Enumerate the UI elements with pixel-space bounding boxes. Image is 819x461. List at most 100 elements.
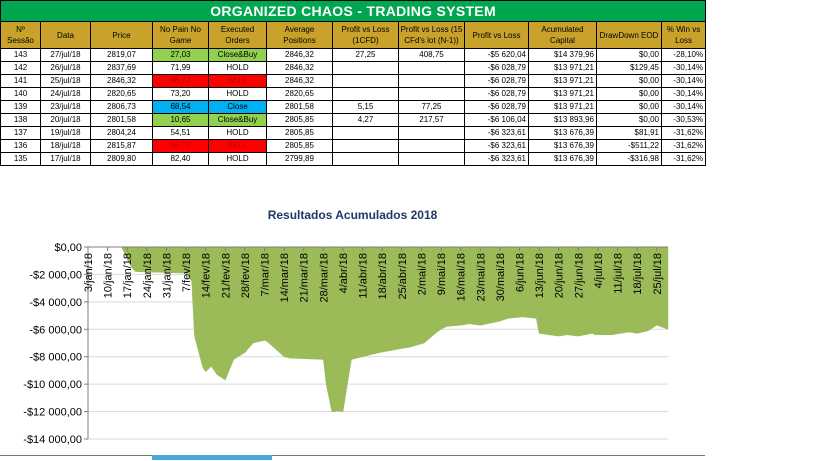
header-cell[interactable]: Executed Orders — [208, 21, 267, 49]
cell-pl15[interactable] — [398, 74, 465, 88]
cell-a[interactable]: 2801,58 — [266, 100, 333, 114]
cell-a[interactable]: 2805,85 — [266, 139, 333, 153]
cell-o[interactable]: HOLD — [208, 152, 267, 166]
header-cell[interactable]: No Pain No Game — [152, 21, 209, 49]
header-cell[interactable]: Profit vs Loss — [464, 21, 529, 49]
cell-n[interactable]: 96,77 — [152, 74, 209, 88]
cell-pl15[interactable]: 217,57 — [398, 113, 465, 127]
cell-w[interactable]: -31,62% — [660, 126, 707, 140]
cell-d[interactable]: 26/jul/18 — [40, 61, 91, 75]
cell-pl1[interactable] — [332, 152, 399, 166]
cell-p[interactable]: 2837,69 — [90, 61, 153, 75]
cell-s[interactable]: 138 — [0, 113, 41, 127]
cell-o[interactable]: Close&Buy — [208, 113, 267, 127]
cell-o[interactable]: Close&Buy — [208, 48, 267, 62]
cell-o[interactable]: HOLD — [208, 87, 267, 101]
cell-dd[interactable]: -$316,98 — [596, 152, 662, 166]
cell-o[interactable]: SELL — [208, 74, 267, 88]
cell-w[interactable]: -30,14% — [660, 100, 707, 114]
header-cell[interactable]: Data — [40, 21, 91, 49]
cell-pl15[interactable]: 408,75 — [398, 48, 465, 62]
cell-cap[interactable]: $13 676,39 — [528, 126, 597, 140]
cell-d[interactable]: 18/jul/18 — [40, 139, 91, 153]
cell-w[interactable]: -30,14% — [660, 87, 707, 101]
cell-a[interactable]: 2805,85 — [266, 113, 333, 127]
cell-pl[interactable]: -$6 323,61 — [464, 126, 529, 140]
cell-n[interactable]: 27,03 — [152, 48, 209, 62]
cell-d[interactable]: 17/jul/18 — [40, 152, 91, 166]
cell-pl[interactable]: -$6 323,61 — [464, 152, 529, 166]
cell-dd[interactable]: $0,00 — [596, 100, 662, 114]
cell-d[interactable]: 27/jul/18 — [40, 48, 91, 62]
cell-n[interactable]: 96,77 — [152, 139, 209, 153]
header-cell[interactable]: Profit vs Loss (1CFD) — [332, 21, 399, 49]
cell-o[interactable]: HOLD — [208, 61, 267, 75]
cell-s[interactable]: 136 — [0, 139, 41, 153]
header-cell[interactable]: Profit vs Loss (15 CFd's lot (N-1)) — [398, 21, 465, 49]
cell-d[interactable]: 24/jul/18 — [40, 87, 91, 101]
cell-cap[interactable]: $13 971,21 — [528, 100, 597, 114]
cell-dd[interactable]: $0,00 — [596, 74, 662, 88]
header-cell[interactable]: % Win vs Loss — [660, 21, 707, 49]
cell-pl15[interactable] — [398, 87, 465, 101]
cell-w[interactable]: -28,10% — [660, 48, 707, 62]
cell-dd[interactable]: $0,00 — [596, 87, 662, 101]
header-cell[interactable]: Acumulated Capital — [528, 21, 597, 49]
cell-pl[interactable]: -$6 028,79 — [464, 61, 529, 75]
cell-pl1[interactable] — [332, 74, 399, 88]
cell-pl[interactable]: -$6 323,61 — [464, 139, 529, 153]
cell-s[interactable]: 143 — [0, 48, 41, 62]
cell-p[interactable]: 2815,87 — [90, 139, 153, 153]
cell-pl[interactable]: -$6 028,79 — [464, 74, 529, 88]
cell-s[interactable]: 135 — [0, 152, 41, 166]
cell-s[interactable]: 142 — [0, 61, 41, 75]
cell-a[interactable]: 2799,89 — [266, 152, 333, 166]
cell-s[interactable]: 140 — [0, 87, 41, 101]
cell-w[interactable]: -30,53% — [660, 113, 707, 127]
cell-pl1[interactable]: 27,25 — [332, 48, 399, 62]
cell-n[interactable]: 73,20 — [152, 87, 209, 101]
cell-pl[interactable]: -$5 620,04 — [464, 48, 529, 62]
cell-dd[interactable]: $129,45 — [596, 61, 662, 75]
cell-s[interactable]: 137 — [0, 126, 41, 140]
cell-o[interactable]: SELL — [208, 139, 267, 153]
cell-pl[interactable]: -$6 028,79 — [464, 87, 529, 101]
sheet-title[interactable]: ORGANIZED CHAOS - TRADING SYSTEM — [0, 0, 707, 22]
cell-o[interactable]: Close — [208, 100, 267, 114]
cell-w[interactable]: -30,14% — [660, 61, 707, 75]
chart-area[interactable]: $0,00 -$2 000,00 -$4 000,00 -$6 000,00 -$8 0… — [0, 190, 705, 460]
cell-p[interactable]: 2819,07 — [90, 48, 153, 62]
cell-w[interactable]: -31,62% — [660, 152, 707, 166]
cell-pl15[interactable] — [398, 126, 465, 140]
cell-pl1[interactable] — [332, 87, 399, 101]
cell-p[interactable]: 2801,58 — [90, 113, 153, 127]
cell-pl1[interactable] — [332, 61, 399, 75]
cell-n[interactable]: 68,54 — [152, 100, 209, 114]
cell-cap[interactable]: $13 676,39 — [528, 152, 597, 166]
cell-w[interactable]: -31,62% — [660, 139, 707, 153]
cell-dd[interactable]: $0,00 — [596, 113, 662, 127]
cell-p[interactable]: 2806,73 — [90, 100, 153, 114]
cell-dd[interactable]: -$511,22 — [596, 139, 662, 153]
cell-w[interactable]: -30,14% — [660, 74, 707, 88]
cell-s[interactable]: 141 — [0, 74, 41, 88]
cell-pl1[interactable] — [332, 139, 399, 153]
cell-pl1[interactable] — [332, 126, 399, 140]
cell-pl15[interactable]: 77,25 — [398, 100, 465, 114]
cell-n[interactable]: 54,51 — [152, 126, 209, 140]
cell-dd[interactable]: $81,91 — [596, 126, 662, 140]
cell-o[interactable]: HOLD — [208, 126, 267, 140]
cell-cap[interactable]: $13 971,21 — [528, 61, 597, 75]
header-cell[interactable]: Price — [90, 21, 153, 49]
cell-p[interactable]: 2846,32 — [90, 74, 153, 88]
cell-p[interactable]: 2820,65 — [90, 87, 153, 101]
cell-cap[interactable]: $13 676,39 — [528, 139, 597, 153]
cell-pl15[interactable] — [398, 152, 465, 166]
cell-cap[interactable]: $13 893,96 — [528, 113, 597, 127]
cell-cap[interactable]: $14 379,96 — [528, 48, 597, 62]
cell-d[interactable]: 19/jul/18 — [40, 126, 91, 140]
cell-n[interactable]: 10,65 — [152, 113, 209, 127]
header-cell[interactable]: Average Positions — [266, 21, 333, 49]
cell-n[interactable]: 71,99 — [152, 61, 209, 75]
cell-a[interactable]: 2820,65 — [266, 87, 333, 101]
